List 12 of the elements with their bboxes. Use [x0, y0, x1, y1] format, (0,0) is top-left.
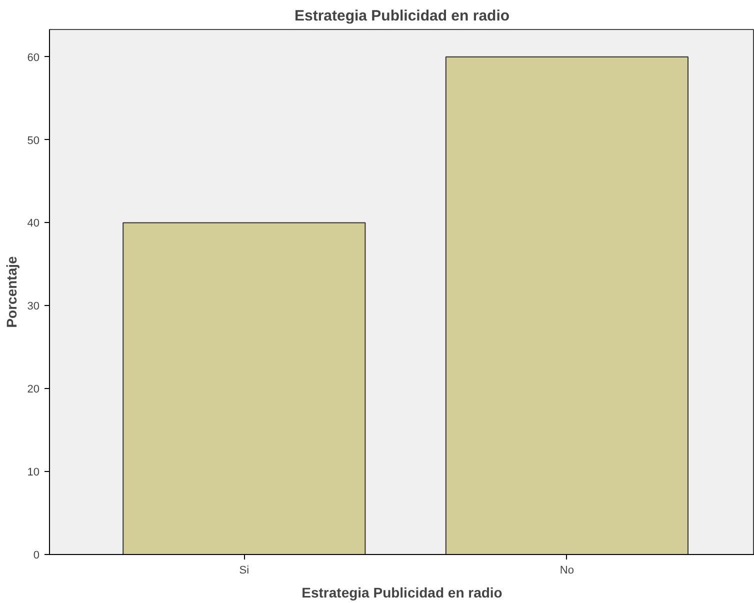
x-axis-title: Estrategia Publicidad en radio	[302, 584, 502, 600]
x-tick-label: No	[560, 564, 574, 576]
x-tick-label: Si	[239, 564, 250, 576]
y-axis-title: Porcentaje	[3, 256, 20, 328]
y-tick-label: 30	[27, 300, 40, 313]
y-tick-label: 20	[27, 384, 40, 396]
chart-title: Estrategia Publicidad en radio	[294, 8, 510, 24]
y-tick-label: 0	[33, 550, 40, 562]
y-tick-label: 50	[27, 134, 40, 147]
y-tick-label: 40	[27, 218, 40, 230]
y-tick-label: 10	[27, 466, 40, 479]
y-tick-label: 60	[27, 52, 40, 64]
